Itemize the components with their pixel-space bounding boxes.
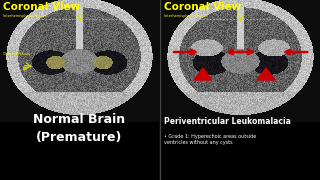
Text: Coronal View: Coronal View	[3, 2, 80, 12]
Text: Periventricular Leukomalacia: Periventricular Leukomalacia	[164, 117, 291, 126]
Text: Choroid Plexus: Choroid Plexus	[3, 52, 29, 56]
Polygon shape	[194, 68, 212, 80]
Text: Interhemispheric Fissure: Interhemispheric Fissure	[164, 14, 208, 18]
Text: (Premature): (Premature)	[36, 131, 122, 144]
Text: Interhemispheric Fissure: Interhemispheric Fissure	[3, 14, 47, 18]
Text: Coronal View: Coronal View	[164, 2, 241, 12]
Text: • Grade 1: Hyperechoic areas outside
ventricles without any cysts: • Grade 1: Hyperechoic areas outside ven…	[164, 134, 256, 145]
Polygon shape	[257, 68, 275, 80]
Text: Normal Brain: Normal Brain	[33, 113, 125, 126]
